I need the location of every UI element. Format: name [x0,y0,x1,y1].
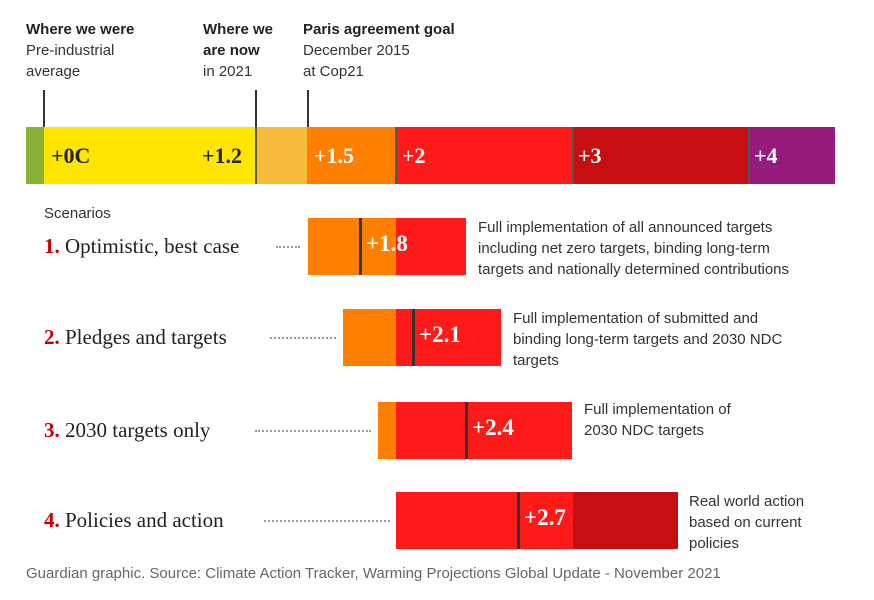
scale-tick-3 [572,127,574,184]
scenario-4-label: Policies and action [65,508,224,532]
scenario-2-name: 2. Pledges and targets [44,325,227,350]
header-pre-industrial: Where we were Pre-industrial average [26,19,134,82]
scenario-1-number: 1. [44,234,60,258]
header-now-title-2: are now [203,42,260,59]
header-pre-industrial-title: Where we were [26,21,135,38]
scenario-1-desc-line3: targets and nationally determined contri… [478,261,790,278]
scenario-2-desc-line3: targets [513,352,559,369]
scale-label-2: +2 [402,143,426,168]
scenario-2-value: +2.1 [419,322,461,347]
scenario-4-seg-red [396,492,573,549]
scenario-3-seg-orange [378,402,396,459]
scale-seg-darkred [573,127,749,184]
scenario-2-description: Full implementation of submitted and bin… [513,308,782,371]
header-pre-industrial-line2: average [26,63,81,80]
scenario-3-name: 3. 2030 targets only [44,418,210,443]
scale-seg-amber [256,127,307,184]
temperature-scale: +0C +1.2 +1.5 +2 +3 +4 [26,127,835,184]
scenario-3-value: +2.4 [472,415,514,440]
scenario-4-description: Real world action based on current polic… [689,491,804,554]
source-footer: Guardian graphic. Source: Climate Action… [26,565,721,582]
header-pre-industrial-line1: Pre-industrial [26,42,115,59]
header-now: Where we are now in 2021 [203,19,273,82]
scale-label-3: +3 [578,143,602,168]
scale-seg-orange [307,127,396,184]
scale-label-4: +4 [754,143,778,168]
scenario-4-marker [517,492,520,549]
header-now-title-1: Where we [203,21,274,38]
scenario-1-name: 1. Optimistic, best case [44,234,239,259]
scenario-4-desc-line1: Real world action [689,493,805,510]
scenario-1-seg-red [396,218,466,275]
scale-seg-green [26,127,44,184]
scenario-1-leader [276,246,300,248]
scenario-2-bar: +2.1 [343,309,501,366]
scenario-1-label: Optimistic, best case [65,234,240,258]
scenario-1-desc-line1: Full implementation of all announced tar… [478,219,773,236]
scenario-4-seg-darkred [573,492,678,549]
scenario-3-number: 3. [44,418,60,442]
scenario-4-leader [264,520,390,522]
scenario-1-seg-orange [308,218,396,275]
header-paris-line2: at Cop21 [303,63,364,80]
scenario-4-name: 4. Policies and action [44,508,224,533]
scenario-4-desc-line2: based on current [689,514,802,531]
scenario-3-bar: +2.4 [378,402,572,459]
scale-tick-1-2 [255,127,257,184]
scale-label-0: +0C [51,143,91,168]
scale-seg-red [396,127,573,184]
scale-seg-purple [749,127,835,184]
scenario-3-desc-line2: 2030 NDC targets [584,422,705,439]
scenario-1-marker [359,218,362,275]
scenario-1-description: Full implementation of all announced tar… [478,217,789,280]
scenario-2-number: 2. [44,325,60,349]
scenario-3-description: Full implementation of 2030 NDC targets [584,399,731,441]
scenario-1-bar: +1.8 [308,218,466,275]
header-now-line1: in 2021 [203,63,253,80]
scale-label-1-2: +1.2 [202,143,243,168]
scenario-3-label: 2030 targets only [65,418,211,442]
scenario-3-desc-line1: Full implementation of [584,401,731,418]
scenario-1-desc-line2: including net zero targets, binding long… [478,240,770,257]
scale-tick-2 [395,127,397,184]
scale-seg-yellow [44,127,256,184]
scenario-4-value: +2.7 [524,505,566,530]
scenario-1-value: +1.8 [366,231,408,256]
scenario-2-leader [270,337,336,339]
header-paris-line1: December 2015 [303,42,410,59]
scenario-3-marker [465,402,468,459]
header-paris: Paris agreement goal December 2015 at Co… [303,19,455,82]
scenario-2-seg-orange [343,309,396,366]
scale-tick-4 [748,127,750,184]
scale-label-1-5: +1.5 [314,143,355,168]
scenario-4-number: 4. [44,508,60,532]
scenario-2-marker [412,309,415,366]
scenario-2-label: Pledges and targets [65,325,227,349]
scenario-4-desc-line3: policies [689,535,740,552]
scenario-2-desc-line2: binding long-term targets and 2030 NDC [513,331,783,348]
header-paris-title: Paris agreement goal [303,21,455,38]
scenario-3-seg-red [396,402,572,459]
scenario-3-leader [255,430,371,432]
scenarios-heading: Scenarios [44,205,111,222]
scenario-2-desc-line1: Full implementation of submitted and [513,310,759,327]
scenario-4-bar: +2.7 [396,492,678,549]
